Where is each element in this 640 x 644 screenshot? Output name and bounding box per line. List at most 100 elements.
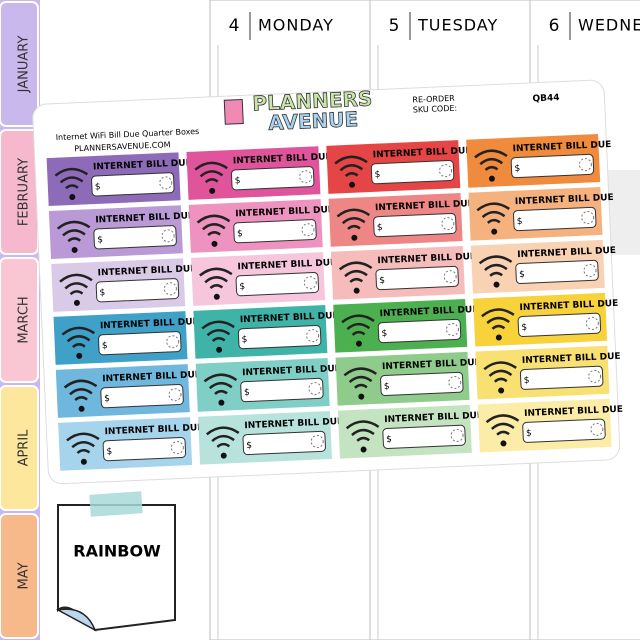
wifi-icon [338, 261, 373, 283]
tab [0, 257, 39, 383]
amount-field [380, 371, 464, 397]
sticker: INTERNET BILL DUE $ [337, 404, 483, 459]
sticker-label: INTERNET BILL DUE [235, 205, 334, 219]
wifi-dot [491, 228, 498, 235]
sticker-label: INTERNET BILL DUE [233, 152, 332, 166]
note-curl [55, 608, 97, 632]
wifi-icon [334, 155, 368, 178]
sticker-label: INTERNET BILL DUE [97, 264, 196, 278]
note-label: RAINBOW [73, 542, 161, 561]
currency: $ [104, 394, 110, 404]
wifi-dot [493, 281, 500, 288]
day-name: TUESDAY [417, 16, 498, 35]
checkbox [590, 422, 604, 436]
wifi-dot [498, 387, 505, 394]
brand: PLANNERS [252, 86, 373, 115]
amount-field [237, 324, 322, 350]
sticker: INTERNET BILL DUE $ [46, 152, 192, 207]
wifi-icon [61, 326, 95, 349]
sticker: INTERNET BILL DUE $ [193, 305, 339, 359]
checkbox [301, 223, 315, 237]
sticker-label: INTERNET BILL DUE [93, 158, 192, 172]
sticker-label: INTERNET BILL DUE [100, 317, 199, 331]
sticker: INTERNET BILL DUE $ [470, 239, 616, 294]
sticker: INTERNET BILL DUE $ [51, 258, 197, 312]
checkbox [166, 335, 180, 349]
currency: $ [99, 288, 105, 298]
sku-label: SKU CODE: [413, 104, 458, 115]
tab-label: APRIL [17, 429, 32, 467]
wifi-icon [66, 432, 100, 454]
sticker: INTERNET BILL DUE $ [55, 364, 201, 418]
wifi-icon [56, 220, 91, 243]
sticker: INTERNET BILL DUE $ [475, 345, 621, 400]
wifi-dot [351, 234, 358, 241]
wifi-icon [203, 373, 238, 395]
wifi-dot [76, 352, 83, 359]
wifi-icon [345, 420, 380, 442]
currency: $ [102, 341, 108, 351]
sticker-label: INTERNET BILL DUE [373, 146, 472, 160]
currency: $ [374, 170, 380, 180]
wifi-icon [196, 214, 231, 237]
sticker-label: INTERNET BILL DUE [95, 211, 194, 225]
wifi-icon [476, 202, 510, 224]
checkbox [168, 388, 182, 402]
sticker: INTERNET BILL DUE $ [330, 246, 476, 300]
currency: $ [237, 229, 243, 239]
checkbox [308, 382, 322, 396]
currency: $ [379, 276, 385, 286]
currency: $ [244, 388, 250, 398]
day-number: 5 [389, 16, 400, 36]
checkbox [445, 323, 459, 337]
checkbox [585, 316, 599, 330]
wifi-icon [63, 379, 98, 402]
day-number: 6 [549, 16, 560, 36]
website: PLANNERSAVENUE.COM [74, 140, 171, 153]
currency: $ [97, 235, 103, 245]
brand: AVENUE [268, 107, 359, 135]
wifi-icon [199, 267, 233, 290]
checkbox [450, 428, 464, 442]
tab-label: MAY [17, 562, 32, 589]
wifi-dot [216, 346, 223, 353]
currency: $ [239, 282, 245, 292]
currency: $ [246, 441, 252, 451]
amount-field [230, 166, 315, 191]
note: RAINBOW [55, 491, 176, 632]
sticker: INTERNET BILL DUE $ [188, 199, 334, 253]
checkbox [306, 329, 320, 343]
wifi-icon [341, 314, 375, 336]
wifi-icon [54, 167, 89, 190]
sticker-label: INTERNET BILL DUE [240, 311, 339, 325]
currency: $ [381, 329, 387, 339]
currency: $ [526, 429, 532, 439]
wifi-icon [194, 161, 228, 184]
amount-field [235, 272, 320, 297]
sticker-label: INTERNET BILL DUE [517, 246, 616, 260]
amount-field [240, 377, 324, 403]
sticker-sheet: Internet WiFi Bill Due Quarter Boxes PLA… [32, 79, 623, 485]
wifi-dot [73, 299, 80, 306]
sticker-label: INTERNET BILL DUE [375, 199, 474, 213]
currency: $ [242, 335, 248, 345]
sticker: INTERNET BILL DUE $ [53, 311, 199, 365]
sticker-label: INTERNET BILL DUE [379, 305, 478, 319]
wifi-dot [69, 193, 76, 200]
wifi-icon [336, 208, 371, 230]
amount-field [233, 219, 317, 244]
wifi-icon [481, 308, 515, 330]
sticker-label: INTERNET BILL DUE [522, 352, 621, 366]
checkbox [448, 375, 462, 389]
amount-field [382, 424, 466, 449]
amount-field [377, 318, 462, 344]
wifi-icon [478, 255, 513, 277]
checkbox [163, 282, 177, 296]
checkbox [439, 164, 453, 178]
sticker: INTERNET BILL DUE $ [198, 410, 343, 465]
day-name: MONDAY [258, 16, 334, 35]
tab [0, 385, 39, 511]
checkbox [303, 276, 317, 290]
sticker-label: INTERNET BILL DUE [519, 299, 618, 313]
